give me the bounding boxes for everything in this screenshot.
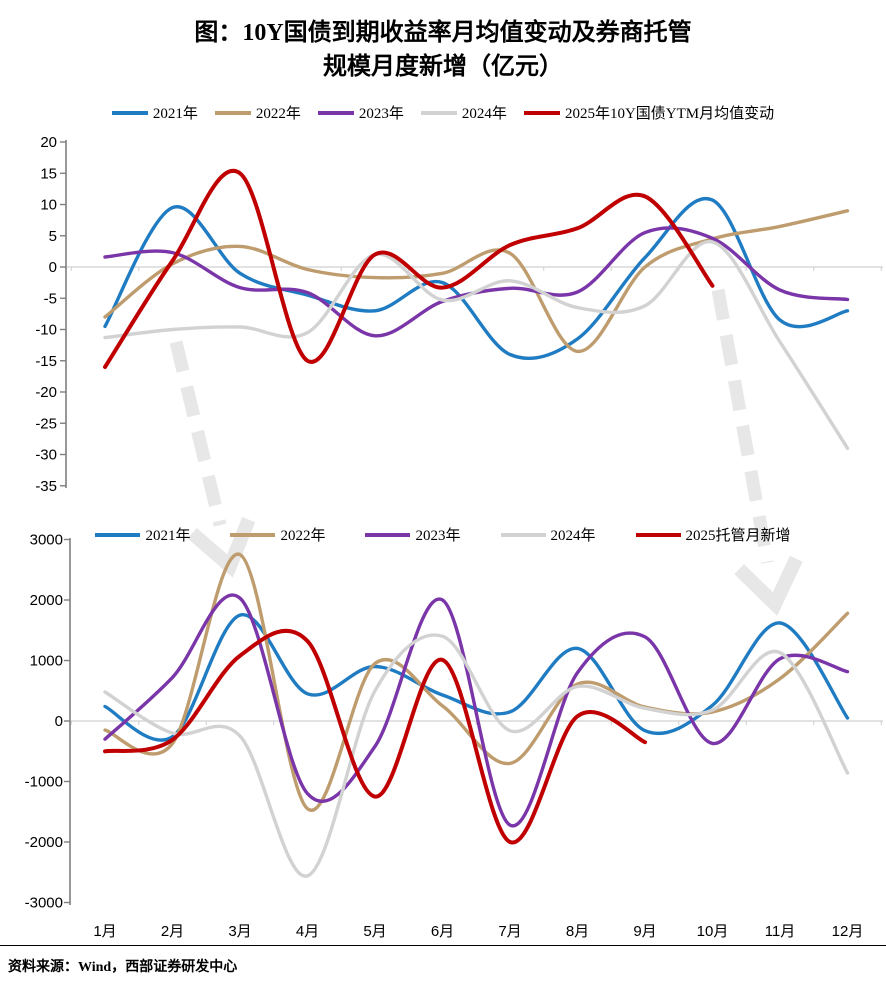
y-tick-label: -25 xyxy=(35,415,57,432)
x-tick-label-12: 12月 xyxy=(832,923,864,940)
y-tick-label: -20 xyxy=(35,384,57,401)
x-axis-month-labels: 1月 2月 3月 4月 5月 6月 7月 8月 9月 10月 11月 12月 xyxy=(93,923,863,940)
y-tick-label: -2000 xyxy=(25,834,63,851)
legend-line-swatch xyxy=(214,110,251,115)
legend-item-2022年: 2022年 xyxy=(214,102,301,123)
legend-label: 2021年 xyxy=(152,106,198,122)
x-tick-label-6: 6月 xyxy=(431,923,454,940)
ytm-top-chart-series-2022-line xyxy=(103,209,850,354)
legend-label: 2021年 xyxy=(145,528,191,544)
legend-item-2021年: 2021年 xyxy=(111,102,198,123)
x-tick-label-8: 8月 xyxy=(566,923,589,940)
legend-line-swatch xyxy=(317,110,354,115)
custody-bottom-chart-series-2024-line xyxy=(103,633,850,878)
legend-label: 2023年 xyxy=(358,106,404,122)
legend-item-2024年: 2024年 xyxy=(500,524,596,545)
legend-item-2023年: 2023年 xyxy=(317,102,404,123)
y-tick-label: 20 xyxy=(40,134,57,151)
y-tick-label: 2000 xyxy=(30,592,63,609)
ytm-top-chart-series-2024-line xyxy=(103,240,850,450)
y-tick-label: -5 xyxy=(44,290,57,307)
ytm-top-chart-series-2021-line xyxy=(103,196,850,360)
y-tick-label: 0 xyxy=(55,713,63,730)
y-tick-label: -10 xyxy=(35,322,57,339)
y-tick-label: 3000 xyxy=(30,532,63,549)
x-tick-label-2: 2月 xyxy=(161,923,184,940)
y-tick-label: 10 xyxy=(40,197,57,214)
legend-label: 2023年 xyxy=(415,528,461,544)
x-tick-label-3: 3月 xyxy=(228,923,251,940)
legend-label: 2024年 xyxy=(461,106,507,122)
legend-line-swatch xyxy=(230,532,276,537)
legend-line-swatch xyxy=(111,110,148,115)
y-tick-label: 15 xyxy=(40,165,57,182)
legend-label: 2022年 xyxy=(280,528,326,544)
source-note: 资料来源：Wind，西部证券研发中心 xyxy=(8,960,238,975)
legend-line-swatch xyxy=(500,532,546,537)
custody-bottom-chart: 3000 2000 1000 0 -1000 -2000 -3000 xyxy=(25,532,883,912)
x-tick-label-7: 7月 xyxy=(498,923,521,940)
chart-title-line1: 图：10Y国债到期收益率月均值变动及券商托管 xyxy=(194,20,692,46)
y-tick-label: -15 xyxy=(35,353,57,370)
legend-item-2024年: 2024年 xyxy=(420,102,507,123)
ytm-top-chart-series-2025-line xyxy=(103,168,715,369)
custody-bottom-chart-series-2023-line xyxy=(103,593,850,828)
top-chart-legend: 2021年 2022年 2023年 2024年 2025年10Y国债YTM月均值变动 xyxy=(0,102,886,123)
x-tick-label-4: 4月 xyxy=(296,923,319,940)
y-tick-label: 5 xyxy=(49,228,57,245)
legend-item-2022年: 2022年 xyxy=(230,524,325,545)
legend-item-2025年10Y国债YTM月均值变动: 2025年10Y国债YTM月均值变动 xyxy=(523,102,775,123)
right-dashed-down-arrow xyxy=(711,288,803,616)
legend-line-swatch xyxy=(365,532,411,537)
y-tick-label: -3000 xyxy=(25,895,63,912)
legend-label: 2025年10Y国债YTM月均值变动 xyxy=(564,106,775,122)
x-tick-label-1: 1月 xyxy=(93,923,116,940)
legend-item-2021年: 2021年 xyxy=(95,524,190,545)
legend-item-2023年: 2023年 xyxy=(365,524,461,545)
footer-divider xyxy=(0,945,886,946)
legend-line-swatch xyxy=(95,532,141,537)
legend-item-2025托管月新增: 2025托管月新增 xyxy=(635,524,791,545)
legend-label: 2024年 xyxy=(550,528,596,544)
x-tick-label-9: 9月 xyxy=(633,923,656,940)
legend-line-swatch xyxy=(635,532,681,537)
legend-label: 2025托管月新增 xyxy=(685,528,791,544)
x-tick-label-11: 11月 xyxy=(765,923,796,940)
custody-bottom-chart-series-2021-line xyxy=(103,613,850,742)
legend-label: 2022年 xyxy=(255,106,301,122)
y-tick-label: -35 xyxy=(35,478,57,495)
y-tick-label: -1000 xyxy=(25,774,63,791)
chart-title-line2: 规模月度新增（亿元） xyxy=(323,54,563,80)
x-tick-label-5: 5月 xyxy=(363,923,386,940)
legend-line-swatch xyxy=(523,110,560,115)
y-tick-label: 0 xyxy=(49,259,57,276)
bottom-chart-legend: 2021年 2022年 2023年 2024年 2025托管月新增 xyxy=(0,524,886,545)
legend-line-swatch xyxy=(420,110,457,115)
y-tick-label: -30 xyxy=(35,447,57,464)
ytm-top-chart: 20 15 10 5 0 -5 -10 -15 -20 -25 -30 -35 xyxy=(35,134,883,495)
y-tick-label: 1000 xyxy=(30,653,63,670)
x-tick-label-10: 10月 xyxy=(697,923,729,940)
custody-bottom-chart-series-2025-line xyxy=(103,628,647,845)
